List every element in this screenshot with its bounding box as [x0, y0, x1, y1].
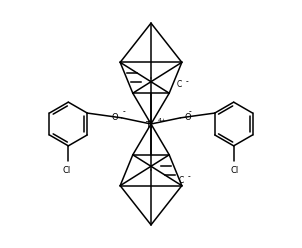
Text: Cl: Cl — [231, 166, 239, 175]
Text: -: - — [188, 172, 191, 181]
Text: -: - — [185, 77, 188, 86]
Text: 4+: 4+ — [158, 118, 167, 123]
Text: O: O — [184, 113, 191, 122]
Text: C: C — [176, 80, 182, 89]
Text: C: C — [179, 176, 184, 185]
Text: O: O — [111, 113, 118, 122]
Text: -: - — [189, 107, 191, 116]
Text: -: - — [122, 107, 125, 116]
Text: Cl: Cl — [63, 166, 71, 175]
Text: Ti: Ti — [145, 121, 153, 130]
